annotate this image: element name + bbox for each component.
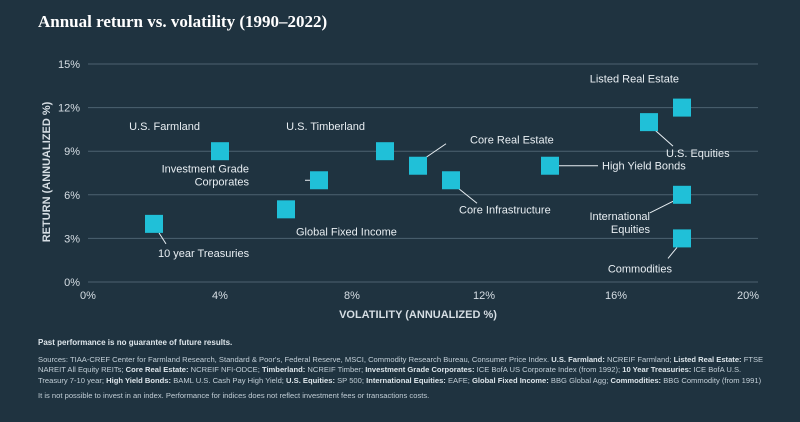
y-tick-label: 12% xyxy=(58,103,80,115)
axis-ticks: 0% 3% 6% 9% 12% 15% 0% 4% 8% 12% 16% 20% xyxy=(58,59,759,302)
data-point-marker xyxy=(277,200,295,219)
point-label: Core Infrastructure xyxy=(459,204,551,216)
past-performance-note: Past performance is no guarantee of futu… xyxy=(38,338,233,347)
y-tick-label: 3% xyxy=(64,233,80,245)
chart-title: Annual return vs. volatility (1990–2022) xyxy=(38,12,328,31)
x-tick-label: 0% xyxy=(80,290,96,302)
point-label: U.S. Equities xyxy=(666,148,730,160)
source-text: EAFE; xyxy=(445,375,470,385)
y-axis-title: RETURN (ANNUALIZED %) xyxy=(41,101,53,242)
sources-note: Sources: TIAA-CREF Center for Farmland R… xyxy=(38,355,766,387)
label-leader-line xyxy=(654,129,674,147)
source-text: BBG Commodity (from 1991) xyxy=(661,375,762,385)
y-tick-label: 6% xyxy=(64,190,80,202)
source-name: Commodities: xyxy=(608,375,662,385)
point-label: High Yield Bonds xyxy=(602,161,686,173)
point-label: Core Real Estate xyxy=(470,135,554,147)
y-tick-label: 15% xyxy=(58,59,80,71)
data-point-marker xyxy=(310,171,328,190)
data-point-marker xyxy=(673,98,691,117)
point-label: Listed Real Estate xyxy=(590,74,679,86)
source-text: FTSE NAREIT All Equity REITs; xyxy=(38,354,764,375)
disclaimer-note: It is not possible to invest in an index… xyxy=(38,391,430,401)
source-text: NCREIF Timber; xyxy=(305,365,364,375)
label-leader-line xyxy=(158,232,167,245)
data-point-marker xyxy=(145,214,163,233)
point-label: Global Fixed Income xyxy=(296,226,397,238)
label-leader-line xyxy=(423,143,447,160)
x-axis-title: VOLATILITY (ANNUALIZED %) xyxy=(339,309,497,321)
label-leader-line xyxy=(456,186,478,204)
source-name: High Yield Bonds: xyxy=(103,375,172,385)
data-point-marker xyxy=(640,113,658,132)
source-name: U.S. Equities: xyxy=(283,375,335,385)
x-tick-label: 12% xyxy=(473,290,495,302)
y-tick-label: 0% xyxy=(64,277,80,289)
point-label: U.S. Timberland xyxy=(286,121,365,133)
data-point-marker xyxy=(541,156,559,175)
source-name: 10 Year Treasuries: xyxy=(620,365,692,375)
source-text: ICE BofA U.S. Treasury 7-10 year; xyxy=(38,365,742,385)
data-point-marker xyxy=(376,142,394,161)
source-name: Listed Real Estate: xyxy=(671,354,742,364)
x-tick-label: 20% xyxy=(737,290,759,302)
source-name: Core Real Estate: xyxy=(123,365,189,375)
data-point-marker xyxy=(673,185,691,204)
footnotes: Past performance is no guarantee of futu… xyxy=(38,338,766,407)
data-point-marker xyxy=(442,171,460,190)
x-tick-label: 16% xyxy=(605,290,627,302)
source-name: Investment Grade Corporates: xyxy=(363,365,475,375)
label-leader-line xyxy=(649,200,675,214)
point-labels: U.S. Farmland Listed Real Estate U.S. Equi… xyxy=(129,74,730,276)
source-name: International Equities: xyxy=(363,375,446,385)
point-label: U.S. Farmland xyxy=(129,121,200,133)
label-leader-line xyxy=(667,247,678,259)
y-tick-label: 9% xyxy=(64,146,80,158)
sources-intro: Sources: TIAA-CREF Center for Farmland R… xyxy=(38,354,550,364)
data-markers xyxy=(145,98,691,248)
point-label: International Equities xyxy=(589,211,650,236)
x-tick-label: 4% xyxy=(212,290,228,302)
source-text: BBG Global Agg; xyxy=(548,375,609,385)
x-tick-label: 8% xyxy=(344,290,360,302)
source-name: Global Fixed Income: xyxy=(469,375,549,385)
source-name: Timberland: xyxy=(259,365,306,375)
source-text: SP 500; xyxy=(334,375,364,385)
grid-lines xyxy=(88,63,758,283)
data-point-marker xyxy=(673,229,691,248)
data-point-marker xyxy=(211,142,229,161)
source-text: NCREIF Farmland; xyxy=(604,354,672,364)
data-point-marker xyxy=(409,156,427,175)
sources-list: U.S. Farmland: NCREIF Farmland; Listed R… xyxy=(38,355,763,385)
source-text: BAML U.S. Cash Pay High Yield; xyxy=(171,375,284,385)
point-label: Commodities xyxy=(608,263,673,275)
label-leaders xyxy=(158,129,678,259)
source-text: NCREIF NFI-ODCE; xyxy=(188,365,260,375)
source-name: U.S. Farmland: xyxy=(551,354,605,364)
point-label: 10 year Treasuries xyxy=(158,248,250,260)
scatter-chart: 0% 3% 6% 9% 12% 15% 0% 4% 8% 12% 16% 20% U.S. Farml… xyxy=(41,59,759,321)
source-text: ICE BofA US Corporate Index (from 1992); xyxy=(474,365,621,375)
point-label: Investment Grade Corporates xyxy=(162,163,250,188)
